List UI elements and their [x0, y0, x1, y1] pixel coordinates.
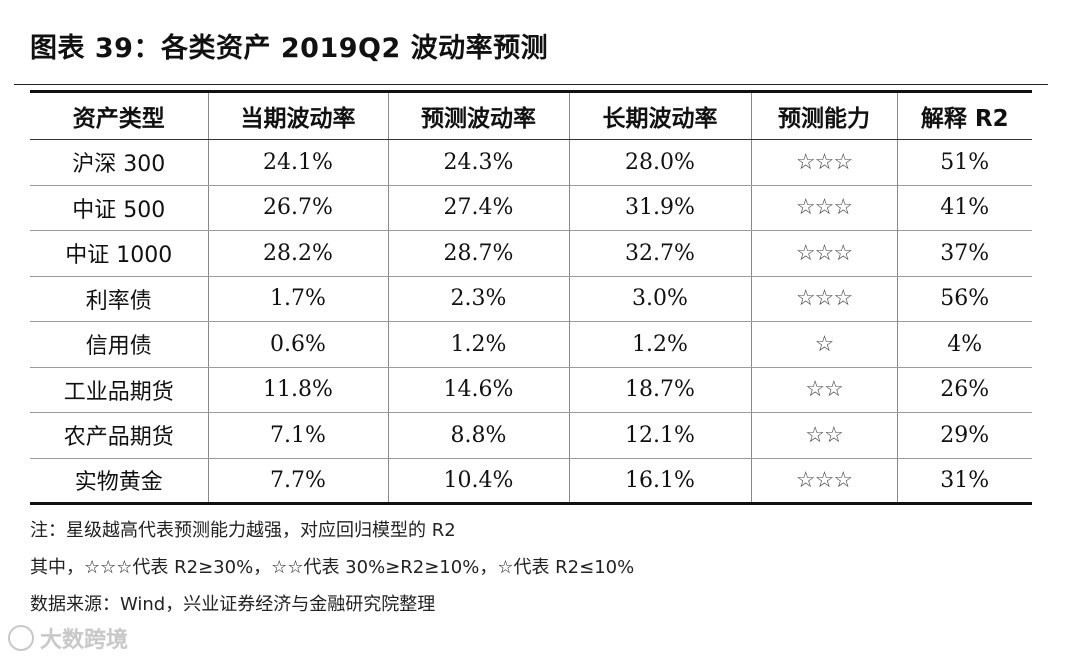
forecast-ability-stars: ☆ [750, 321, 898, 368]
table-header-row: 资产类型 当期波动率 预测波动率 长期波动率 预测能力 解释 R2 [30, 90, 1032, 140]
long-term-volatility-cell: 31.9% [568, 185, 752, 231]
header-forecast-volatility: 预测波动率 [387, 90, 570, 140]
r2-cell: 51% [896, 139, 1032, 186]
current-volatility-cell: 24.1% [207, 139, 389, 186]
asset-name-cell: 沪深 300 [30, 139, 209, 186]
table-row: 中证 1000 28.2% 28.7% 32.7% ☆☆☆ 37% [30, 230, 1032, 277]
current-volatility-cell: 1.7% [207, 276, 389, 322]
forecast-ability-stars: ☆☆☆ [750, 185, 898, 231]
current-volatility-cell: 7.7% [207, 458, 389, 505]
forecast-volatility-cell: 14.6% [387, 367, 570, 413]
long-term-volatility-cell: 32.7% [568, 230, 752, 277]
header-r2: 解释 R2 [896, 90, 1032, 140]
note-star-thresholds: 其中，☆☆☆代表 R2≥30%，☆☆代表 30%≥R2≥10%，☆代表 R2≤1… [30, 557, 635, 578]
footnotes: 注：星级越高代表预测能力越强，对应回归模型的 R2 其中，☆☆☆代表 R2≥30… [30, 512, 634, 623]
forecast-volatility-cell: 1.2% [387, 321, 570, 368]
asset-name-cell: 利率债 [30, 276, 209, 322]
table-row: 沪深 300 24.1% 24.3% 28.0% ☆☆☆ 51% [30, 139, 1032, 186]
header-long-term-volatility: 长期波动率 [568, 90, 752, 140]
forecast-ability-stars: ☆☆☆ [750, 276, 898, 322]
forecast-ability-stars: ☆☆☆ [750, 139, 898, 186]
r2-cell: 29% [896, 412, 1032, 459]
r2-cell: 4% [896, 321, 1032, 368]
long-term-volatility-cell: 16.1% [568, 458, 752, 505]
forecast-volatility-cell: 28.7% [387, 230, 570, 277]
long-term-volatility-cell: 18.7% [568, 367, 752, 413]
note-star-meaning: 注：星级越高代表预测能力越强，对应回归模型的 R2 [30, 520, 456, 541]
forecast-ability-stars: ☆☆ [750, 412, 898, 459]
forecast-volatility-cell: 27.4% [387, 185, 570, 231]
header-asset-type: 资产类型 [30, 90, 209, 140]
r2-cell: 41% [896, 185, 1032, 231]
header-current-volatility: 当期波动率 [207, 90, 389, 140]
current-volatility-cell: 28.2% [207, 230, 389, 277]
forecast-ability-stars: ☆☆ [750, 367, 898, 413]
table-row: 利率债 1.7% 2.3% 3.0% ☆☆☆ 56% [30, 276, 1032, 322]
long-term-volatility-cell: 12.1% [568, 412, 752, 459]
current-volatility-cell: 26.7% [207, 185, 389, 231]
asset-name-cell: 信用债 [30, 321, 209, 368]
long-term-volatility-cell: 28.0% [568, 139, 752, 186]
forecast-volatility-cell: 2.3% [387, 276, 570, 322]
forecast-volatility-cell: 24.3% [387, 139, 570, 186]
r2-cell: 37% [896, 230, 1032, 277]
table-row: 工业品期货 11.8% 14.6% 18.7% ☆☆ 26% [30, 367, 1032, 413]
r2-cell: 31% [896, 458, 1032, 505]
note-data-source: 数据来源：Wind，兴业证券经济与金融研究院整理 [30, 594, 436, 615]
header-forecast-ability: 预测能力 [750, 90, 898, 140]
figure-title: 图表 39：各类资产 2019Q2 波动率预测 [30, 33, 549, 64]
r2-cell: 56% [896, 276, 1032, 322]
forecast-volatility-cell: 8.8% [387, 412, 570, 459]
table-row: 中证 500 26.7% 27.4% 31.9% ☆☆☆ 41% [30, 185, 1032, 231]
table-row: 实物黄金 7.7% 10.4% 16.1% ☆☆☆ 31% [30, 458, 1032, 505]
volatility-table: 资产类型 当期波动率 预测波动率 长期波动率 预测能力 解释 R2 沪深 300… [30, 90, 1032, 505]
forecast-ability-stars: ☆☆☆ [750, 230, 898, 277]
asset-name-cell: 工业品期货 [30, 367, 209, 413]
asset-name-cell: 中证 1000 [30, 230, 209, 277]
watermark-logo-icon [8, 625, 34, 651]
title-divider [14, 84, 1048, 85]
current-volatility-cell: 7.1% [207, 412, 389, 459]
watermark: 大数跨境 [8, 622, 128, 654]
current-volatility-cell: 0.6% [207, 321, 389, 368]
r2-cell: 26% [896, 367, 1032, 413]
watermark-text: 大数跨境 [40, 628, 129, 653]
current-volatility-cell: 11.8% [207, 367, 389, 413]
forecast-ability-stars: ☆☆☆ [750, 458, 898, 505]
asset-name-cell: 实物黄金 [30, 458, 209, 505]
long-term-volatility-cell: 1.2% [568, 321, 752, 368]
asset-name-cell: 中证 500 [30, 185, 209, 231]
forecast-volatility-cell: 10.4% [387, 458, 570, 505]
long-term-volatility-cell: 3.0% [568, 276, 752, 322]
table-row: 农产品期货 7.1% 8.8% 12.1% ☆☆ 29% [30, 412, 1032, 459]
asset-name-cell: 农产品期货 [30, 412, 209, 459]
table-row: 信用债 0.6% 1.2% 1.2% ☆ 4% [30, 321, 1032, 368]
